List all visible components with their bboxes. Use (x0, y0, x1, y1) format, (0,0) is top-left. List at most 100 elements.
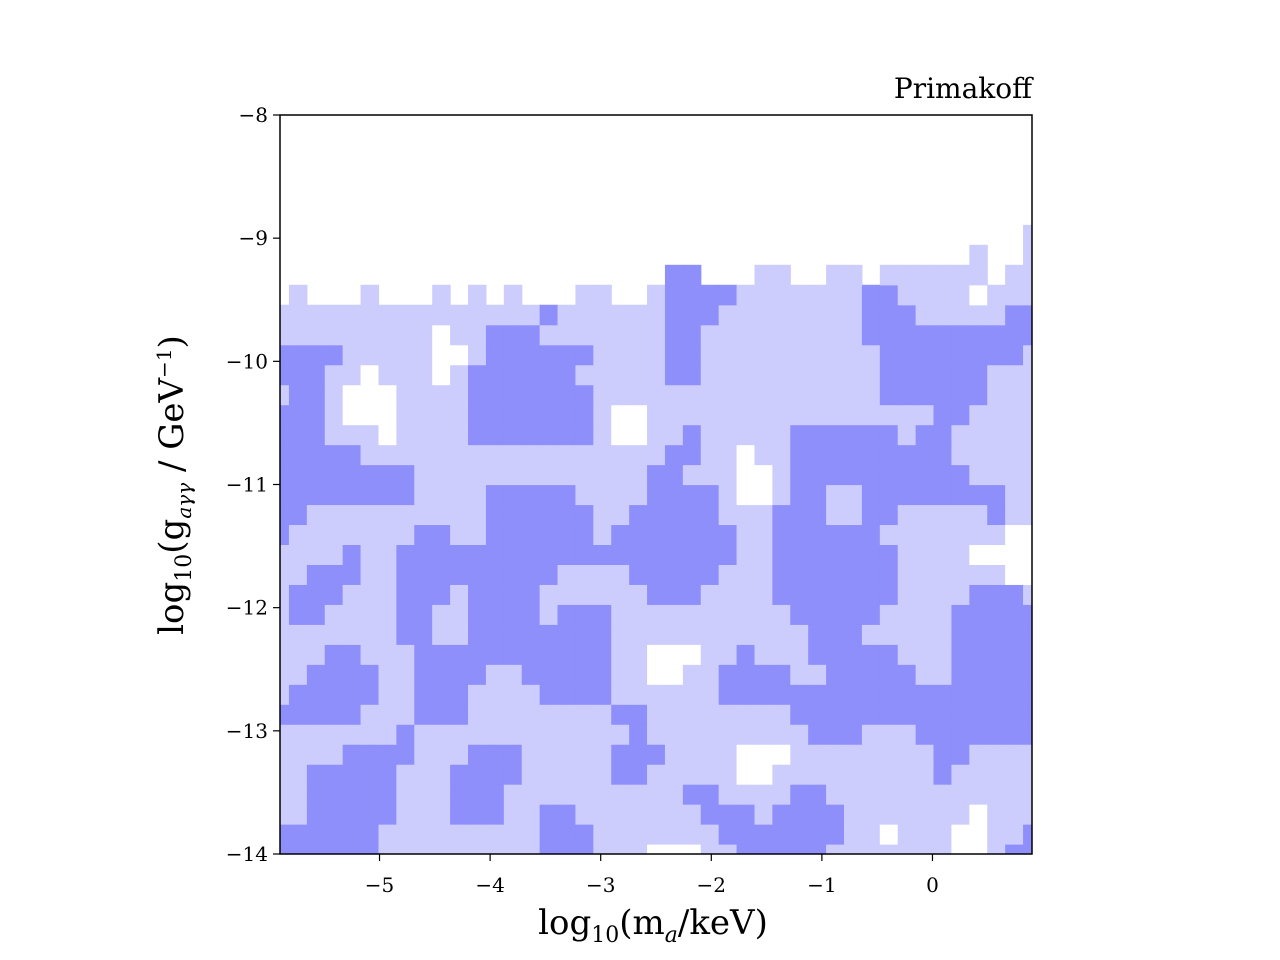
contour-cell (1023, 844, 1032, 854)
contour-cell (485, 344, 505, 366)
contour-cell (987, 744, 1006, 765)
contour-cell (808, 604, 827, 625)
contour-cell (468, 724, 487, 745)
contour-cell (754, 684, 773, 705)
contour-cell (844, 444, 863, 466)
contour-cell (306, 464, 326, 486)
contour-cell (933, 304, 953, 326)
contour-cell (324, 384, 344, 406)
contour-cell (844, 704, 863, 725)
contour-cell (629, 524, 648, 546)
contour-cell (969, 504, 988, 526)
contour-cell (897, 744, 917, 765)
contour-cell (915, 764, 935, 785)
contour-cell (682, 544, 702, 565)
contour-cell (808, 804, 827, 825)
contour-cell (342, 424, 362, 446)
contour-cell (844, 604, 863, 625)
contour-cell (414, 644, 433, 665)
contour-cell (485, 564, 505, 585)
contour-cell (378, 764, 397, 785)
contour-cell (987, 824, 1006, 845)
contour-cell (450, 484, 469, 506)
contour-cell (539, 384, 559, 406)
contour-cell (754, 724, 773, 745)
contour-cell (324, 324, 344, 346)
contour-cell (342, 344, 362, 366)
contour-cell (718, 684, 738, 705)
contour-cell (718, 604, 738, 625)
contour-cell (503, 424, 523, 446)
contour-cell (700, 784, 720, 805)
contour-cell (933, 424, 953, 446)
contour-cell (682, 804, 702, 825)
contour-cell (485, 544, 505, 565)
contour-cell (468, 824, 487, 845)
contour-cell (647, 764, 666, 785)
contour-cell (682, 324, 702, 346)
contour-cell (378, 464, 397, 486)
contour-cell (378, 364, 397, 386)
contour-cell (897, 424, 917, 446)
contour-cell (951, 424, 970, 446)
contour-cell (754, 744, 773, 765)
contour-cell (593, 504, 612, 526)
contour-cell (288, 744, 308, 765)
contour-cell (808, 744, 827, 765)
contour-cell (682, 624, 702, 645)
contour-cell (288, 784, 308, 805)
contour-cell (557, 624, 577, 645)
contour-cell (324, 604, 344, 625)
contour-cell (414, 424, 433, 446)
contour-cell (969, 724, 988, 745)
contour-cell (736, 484, 756, 506)
contour-cell (360, 744, 380, 765)
contour-cell (378, 604, 397, 625)
contour-cell (539, 584, 559, 605)
contour-cell (915, 364, 935, 386)
contour-cell (360, 524, 380, 546)
contour-cell (951, 604, 970, 625)
contour-cell (503, 764, 523, 785)
contour-cell (503, 404, 523, 426)
contour-cell (629, 824, 648, 845)
contour-cell (1023, 624, 1032, 645)
contour-cell (503, 444, 523, 466)
contour-cell (450, 664, 469, 685)
contour-cell (772, 324, 791, 346)
contour-cell (1023, 644, 1032, 665)
contour-cell (557, 464, 577, 486)
contour-cell (951, 504, 970, 526)
contour-cell (468, 764, 487, 785)
contour-cell (288, 564, 308, 585)
contour-cell (450, 424, 469, 446)
contour-cell (414, 564, 433, 585)
contour-cell (557, 584, 577, 605)
contour-cell (915, 744, 935, 765)
contour-cell (1005, 504, 1024, 526)
contour-cell (826, 564, 845, 585)
contour-cell (808, 544, 827, 565)
y-tick-label: −12 (226, 596, 268, 620)
contour-cell (682, 584, 702, 605)
contour-cell (647, 364, 666, 386)
contour-cell (754, 344, 773, 366)
contour-cell (736, 364, 756, 386)
contour-cell (414, 324, 433, 346)
contour-cell (933, 524, 953, 546)
contour-cell (897, 524, 917, 546)
contour-cell (414, 524, 433, 546)
contour-cell (879, 524, 899, 546)
contour-cell (718, 824, 738, 845)
contour-cell (790, 724, 809, 745)
contour-cell (288, 804, 308, 825)
contour-cell (951, 784, 970, 805)
contour-cell (629, 644, 648, 665)
contour-cell (288, 844, 308, 854)
contour-cell (647, 464, 666, 486)
contour-cell (1023, 804, 1032, 825)
contour-cell (1005, 264, 1024, 286)
contour-cell (754, 564, 773, 585)
contour-cell (969, 704, 988, 725)
x-tick-label: −5 (365, 873, 394, 897)
